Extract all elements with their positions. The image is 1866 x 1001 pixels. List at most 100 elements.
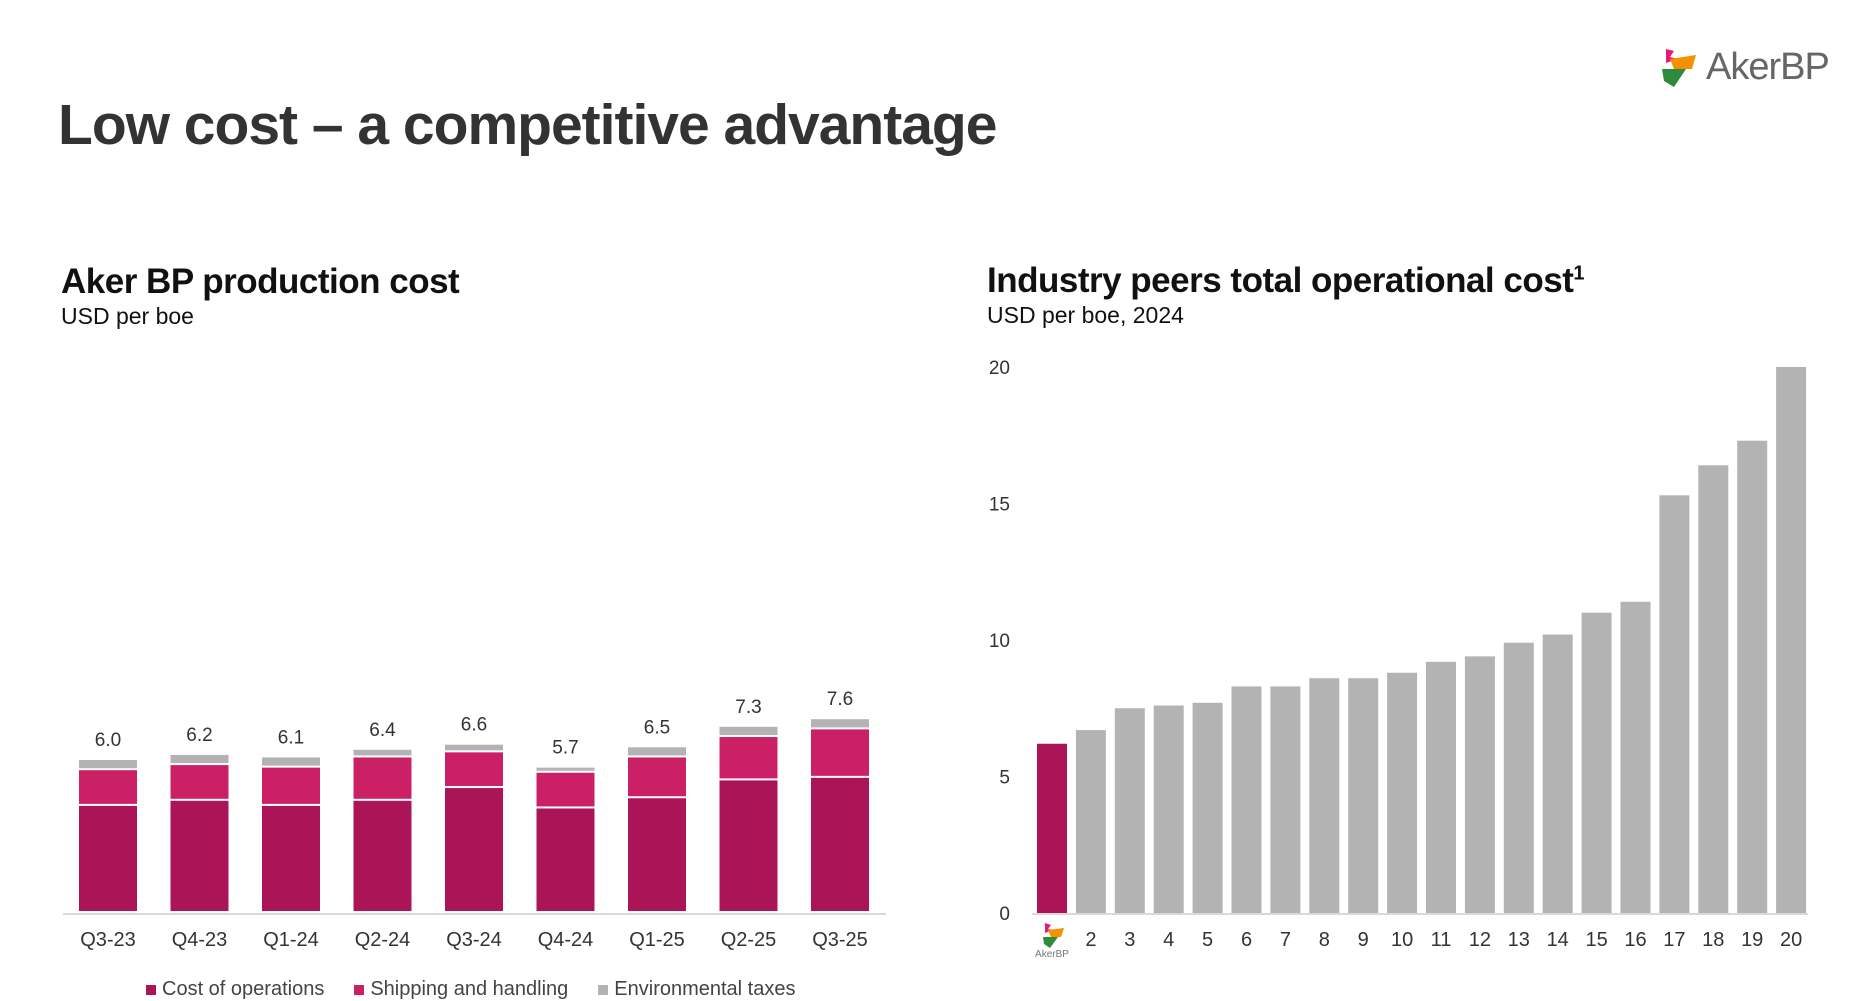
x-tick-label: Q1-24 (263, 929, 319, 951)
bar-segment-shipping-and-handling (719, 737, 778, 779)
total-data-label: 6.2 (186, 725, 212, 746)
x-tick-label: 11 (1431, 929, 1452, 951)
bar-peer (1426, 661, 1456, 913)
bar-segment-environmental-taxes (79, 760, 137, 769)
x-tick-label: 2 (1085, 929, 1096, 951)
x-tick-label: Q4-23 (172, 929, 228, 951)
bar-segment-shipping-and-handling (811, 729, 869, 776)
y-tick-label: 20 (989, 358, 1010, 379)
x-tick-label: Q2-25 (721, 929, 777, 951)
total-data-label: 6.5 (644, 717, 670, 738)
bar-peer (1503, 642, 1534, 913)
bar-segment-cost-of-operations (262, 805, 320, 911)
total-data-label: 6.6 (461, 715, 487, 736)
x-tick-label: 3 (1124, 929, 1135, 951)
bar-segment-environmental-taxes (170, 754, 229, 764)
x-tick-label-akerbp: AkerBP (1035, 949, 1069, 960)
bar-segment-cost-of-operations (445, 788, 503, 911)
x-tick-label: 12 (1469, 929, 1491, 951)
x-tick-label: 15 (1585, 929, 1607, 951)
legend-swatch (146, 984, 156, 995)
y-tick-label: 15 (989, 495, 1010, 516)
bar-peer (1581, 612, 1612, 913)
legend-label: Environmental taxes (614, 978, 796, 1000)
total-data-label: 7.6 (827, 689, 853, 710)
bar-peer (1659, 495, 1690, 913)
logo-shape (1043, 937, 1058, 948)
bar-segment-shipping-and-handling (262, 767, 320, 804)
legend-label: Shipping and handling (370, 978, 569, 1000)
bar-peer (1348, 678, 1379, 913)
x-tick-label: Q3-23 (80, 929, 136, 951)
x-tick-label: Q1-25 (629, 929, 685, 951)
total-data-label: 7.3 (735, 697, 761, 718)
bar-peer (1114, 708, 1145, 913)
bar-segment-shipping-and-handling (353, 757, 412, 799)
bar-peer (1542, 634, 1573, 913)
bar-segment-shipping-and-handling (170, 765, 229, 799)
footnote-marker: 1 (1573, 262, 1584, 285)
bar-segment-environmental-taxes (262, 757, 320, 766)
bar-peer (1153, 705, 1184, 913)
x-tick-label: 7 (1280, 929, 1291, 951)
total-data-label: 5.7 (552, 738, 578, 759)
bar-segment-shipping-and-handling (445, 752, 503, 787)
akerbp-logo-icon (1662, 48, 1696, 87)
bar-segment-environmental-taxes (628, 747, 686, 756)
bar-peer (1270, 686, 1301, 913)
x-tick-label: 6 (1241, 929, 1252, 951)
x-tick-label: 20 (1780, 929, 1802, 951)
legend-item-shipping: Shipping and handling (354, 978, 568, 1001)
right-chart-title-text: Industry peers total operational cost (987, 261, 1574, 300)
akerbp-logo-tick (1043, 923, 1064, 948)
y-tick-label: 10 (989, 631, 1010, 652)
bar-segment-environmental-taxes (719, 726, 778, 736)
x-tick-label: 10 (1391, 929, 1413, 951)
bar-peer (1737, 440, 1768, 913)
bar-peer (1309, 678, 1340, 913)
bar-peer (1075, 730, 1106, 913)
x-tick-label: 4 (1163, 929, 1174, 951)
bar-segment-cost-of-operations (719, 780, 778, 911)
x-tick-label: 17 (1663, 929, 1685, 951)
x-tick-label: 14 (1547, 929, 1569, 951)
bar-peer (1464, 656, 1495, 913)
bar-segment-cost-of-operations (353, 800, 412, 911)
bar-segment-environmental-taxes (353, 749, 412, 756)
right-chart-subtitle: USD per boe, 2024 (987, 302, 1184, 328)
bar-peer (1620, 601, 1651, 913)
x-tick-label: Q2-24 (355, 929, 411, 951)
bar-segment-environmental-taxes (811, 719, 869, 728)
legend-item-cost-of-operations: Cost of operations (146, 978, 324, 1001)
bar-peer (1192, 702, 1223, 913)
bar-peer (1776, 367, 1807, 913)
total-data-label: 6.4 (369, 720, 396, 741)
logo-shape (1048, 928, 1064, 937)
bar-segment-shipping-and-handling (79, 770, 137, 804)
bar-peer (1231, 686, 1262, 913)
legend-label: Cost of operations (162, 978, 325, 1000)
bar-segment-shipping-and-handling (628, 757, 686, 797)
bar-segment-shipping-and-handling (536, 772, 595, 807)
left-chart-legend: Cost of operations Shipping and handling… (146, 978, 795, 1001)
legend-swatch (598, 984, 609, 995)
bar-peer (1387, 672, 1418, 913)
total-data-label: 6.0 (95, 730, 121, 751)
bar-segment-cost-of-operations (811, 777, 869, 911)
logo-text: AkerBP (1706, 46, 1830, 88)
total-data-label: 6.1 (278, 727, 304, 748)
bar-akerbp (1037, 743, 1067, 913)
legend-swatch (354, 984, 365, 995)
bar-segment-environmental-taxes (536, 767, 595, 771)
bar-peer (1698, 465, 1729, 913)
x-tick-label: Q3-25 (812, 929, 868, 951)
x-tick-label: 13 (1508, 929, 1530, 951)
page-title: Low cost – a competitive advantage (58, 93, 997, 157)
legend-item-environmental-taxes: Environmental taxes (598, 978, 795, 1001)
y-tick-label: 5 (999, 768, 1010, 789)
bar-segment-cost-of-operations (79, 805, 137, 911)
left-chart-title: Aker BP production cost (61, 262, 460, 301)
left-chart-subtitle: USD per boe (61, 303, 194, 329)
